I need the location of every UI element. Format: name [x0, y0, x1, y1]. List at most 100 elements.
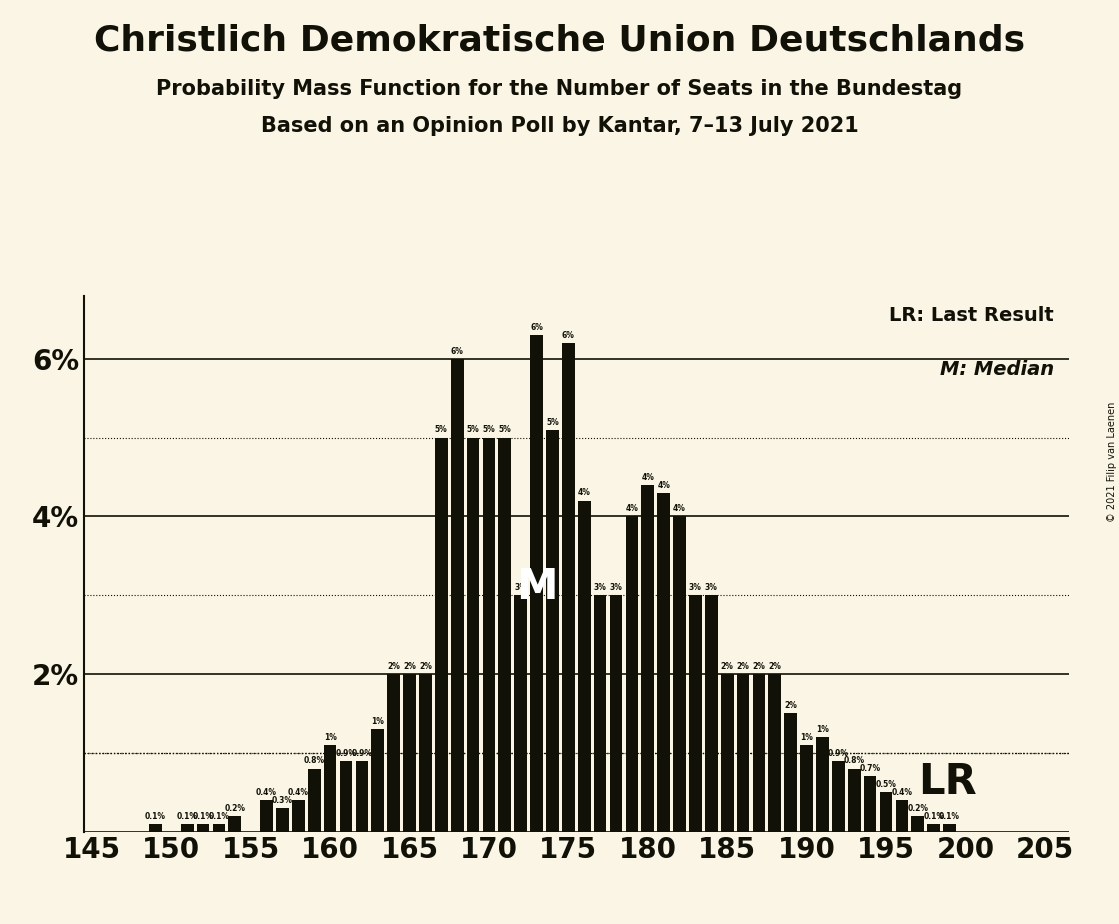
Bar	[276, 808, 289, 832]
Bar	[753, 674, 765, 832]
Bar	[181, 823, 194, 832]
Text: 0.1%: 0.1%	[939, 811, 960, 821]
Bar	[467, 438, 479, 832]
Bar	[292, 800, 304, 832]
Bar	[213, 823, 225, 832]
Bar	[149, 823, 162, 832]
Bar	[784, 713, 797, 832]
Bar	[657, 492, 670, 832]
Bar	[848, 769, 861, 832]
Bar	[705, 595, 717, 832]
Text: 0.1%: 0.1%	[208, 811, 229, 821]
Text: 0.8%: 0.8%	[303, 757, 325, 765]
Text: 3%: 3%	[610, 583, 622, 592]
Bar	[323, 745, 337, 832]
Text: 5%: 5%	[498, 425, 511, 434]
Text: 0.2%: 0.2%	[224, 804, 245, 813]
Bar	[546, 430, 558, 832]
Text: 2%: 2%	[784, 701, 797, 711]
Bar	[197, 823, 209, 832]
Text: 0.9%: 0.9%	[351, 748, 373, 758]
Text: 0.9%: 0.9%	[336, 748, 357, 758]
Bar	[943, 823, 956, 832]
Bar	[911, 816, 924, 832]
Bar	[419, 674, 432, 832]
Bar	[356, 760, 368, 832]
Text: Christlich Demokratische Union Deutschlands: Christlich Demokratische Union Deutschla…	[94, 23, 1025, 57]
Bar	[435, 438, 448, 832]
Bar	[372, 729, 384, 832]
Text: 1%: 1%	[800, 733, 814, 742]
Text: 1%: 1%	[816, 724, 829, 734]
Text: 0.4%: 0.4%	[256, 788, 278, 796]
Bar	[530, 335, 543, 832]
Bar	[340, 760, 352, 832]
Text: Based on an Opinion Poll by Kantar, 7–13 July 2021: Based on an Opinion Poll by Kantar, 7–13…	[261, 116, 858, 136]
Text: LR: LR	[918, 760, 977, 803]
Bar	[577, 501, 591, 832]
Bar	[641, 485, 655, 832]
Text: 2%: 2%	[387, 662, 401, 671]
Text: 5%: 5%	[482, 425, 496, 434]
Bar	[515, 595, 527, 832]
Bar	[451, 359, 463, 832]
Bar	[482, 438, 496, 832]
Text: 6%: 6%	[562, 331, 575, 340]
Bar	[736, 674, 750, 832]
Text: Probability Mass Function for the Number of Seats in the Bundestag: Probability Mass Function for the Number…	[157, 79, 962, 99]
Text: 0.5%: 0.5%	[875, 780, 896, 789]
Text: 0.1%: 0.1%	[192, 811, 214, 821]
Text: 0.2%: 0.2%	[908, 804, 929, 813]
Bar	[800, 745, 812, 832]
Text: 0.1%: 0.1%	[923, 811, 944, 821]
Bar	[928, 823, 940, 832]
Text: 2%: 2%	[419, 662, 432, 671]
Text: 4%: 4%	[674, 505, 686, 513]
Text: 0.1%: 0.1%	[177, 811, 198, 821]
Text: 3%: 3%	[689, 583, 702, 592]
Text: 6%: 6%	[530, 322, 543, 332]
Text: M: M	[516, 566, 557, 608]
Bar	[626, 517, 638, 832]
Text: 0.7%: 0.7%	[859, 764, 881, 773]
Text: 3%: 3%	[515, 583, 527, 592]
Bar	[228, 816, 242, 832]
Text: 0.3%: 0.3%	[272, 796, 293, 805]
Text: © 2021 Filip van Laenen: © 2021 Filip van Laenen	[1107, 402, 1117, 522]
Text: 0.4%: 0.4%	[892, 788, 912, 796]
Bar	[594, 595, 606, 832]
Text: 1%: 1%	[323, 733, 337, 742]
Text: 0.8%: 0.8%	[844, 757, 865, 765]
Text: 0.4%: 0.4%	[288, 788, 309, 796]
Text: 4%: 4%	[641, 473, 655, 481]
Bar	[498, 438, 511, 832]
Text: 5%: 5%	[467, 425, 479, 434]
Bar	[833, 760, 845, 832]
Bar	[895, 800, 909, 832]
Text: 2%: 2%	[752, 662, 765, 671]
Text: 2%: 2%	[403, 662, 416, 671]
Text: 3%: 3%	[705, 583, 717, 592]
Text: 0.9%: 0.9%	[828, 748, 849, 758]
Text: 4%: 4%	[657, 480, 670, 490]
Bar	[689, 595, 702, 832]
Text: 3%: 3%	[594, 583, 606, 592]
Text: 5%: 5%	[546, 418, 558, 427]
Bar	[562, 343, 575, 832]
Text: 5%: 5%	[435, 425, 448, 434]
Bar	[864, 776, 876, 832]
Text: 2%: 2%	[721, 662, 734, 671]
Bar	[674, 517, 686, 832]
Text: 0.1%: 0.1%	[144, 811, 166, 821]
Bar	[387, 674, 399, 832]
Text: 1%: 1%	[372, 717, 384, 726]
Text: 2%: 2%	[736, 662, 750, 671]
Text: 6%: 6%	[451, 346, 463, 356]
Bar	[816, 737, 829, 832]
Bar	[721, 674, 734, 832]
Bar	[769, 674, 781, 832]
Text: M: Median: M: Median	[940, 360, 1054, 379]
Text: LR: Last Result: LR: Last Result	[890, 307, 1054, 325]
Bar	[610, 595, 622, 832]
Bar	[880, 792, 892, 832]
